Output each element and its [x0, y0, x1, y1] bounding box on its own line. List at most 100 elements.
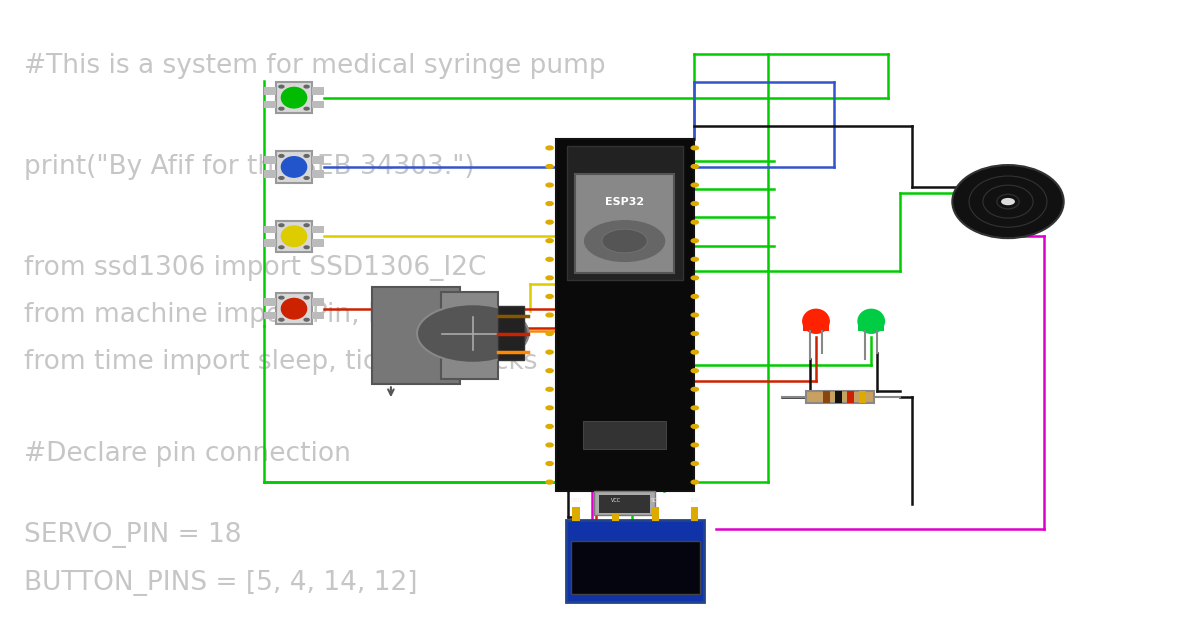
Bar [264, 312, 276, 319]
Circle shape [1001, 198, 1015, 205]
Bar [835, 391, 842, 403]
Circle shape [691, 350, 698, 354]
Circle shape [278, 246, 284, 249]
Circle shape [546, 462, 553, 466]
Bar [859, 391, 866, 403]
Circle shape [304, 224, 310, 227]
Circle shape [546, 146, 553, 150]
Bar [858, 321, 884, 331]
Bar [691, 507, 698, 521]
Circle shape [546, 369, 553, 372]
Text: from time import sleep, ticks_ms, ticks: from time import sleep, ticks_ms, ticks [24, 349, 538, 375]
FancyBboxPatch shape [498, 306, 524, 360]
Circle shape [691, 258, 698, 261]
Circle shape [278, 176, 284, 180]
FancyBboxPatch shape [571, 541, 700, 594]
Bar [572, 507, 580, 521]
Ellipse shape [281, 299, 307, 319]
Text: print("By Afif for the BEB 34303."): print("By Afif for the BEB 34303.") [24, 154, 475, 180]
Text: BUTTON_PINS = [5, 4, 14, 12]: BUTTON_PINS = [5, 4, 14, 12] [24, 570, 418, 596]
Bar [847, 391, 854, 403]
Ellipse shape [858, 309, 884, 333]
FancyBboxPatch shape [276, 82, 312, 113]
Circle shape [546, 202, 553, 205]
Circle shape [546, 295, 553, 299]
Circle shape [691, 425, 698, 428]
Bar [312, 239, 324, 247]
FancyBboxPatch shape [276, 151, 312, 183]
Circle shape [691, 202, 698, 205]
Bar [806, 391, 874, 403]
Circle shape [304, 154, 310, 158]
Bar [264, 101, 276, 108]
FancyBboxPatch shape [594, 491, 655, 515]
FancyBboxPatch shape [599, 495, 650, 513]
Circle shape [691, 295, 698, 299]
Bar [264, 87, 276, 94]
Bar [312, 312, 324, 319]
Circle shape [546, 239, 553, 243]
Circle shape [304, 176, 310, 180]
Text: SERVO_PIN = 18: SERVO_PIN = 18 [24, 522, 241, 549]
Text: #This is a system for medical syringe pump: #This is a system for medical syringe pu… [24, 53, 606, 79]
Circle shape [583, 219, 666, 263]
Ellipse shape [281, 226, 307, 246]
Ellipse shape [803, 309, 829, 333]
FancyBboxPatch shape [583, 421, 666, 449]
Text: SCL: SCL [650, 498, 660, 503]
Circle shape [546, 425, 553, 428]
Circle shape [278, 318, 284, 321]
Circle shape [691, 369, 698, 372]
Circle shape [546, 331, 553, 335]
FancyBboxPatch shape [276, 293, 312, 324]
Bar [652, 507, 659, 521]
Ellipse shape [281, 157, 307, 177]
Circle shape [546, 387, 553, 391]
Text: GND: GND [570, 498, 582, 503]
Circle shape [278, 224, 284, 227]
Bar [312, 156, 324, 164]
Ellipse shape [953, 165, 1063, 238]
Ellipse shape [281, 88, 307, 108]
Bar [264, 239, 276, 247]
Bar [312, 226, 324, 233]
FancyBboxPatch shape [442, 292, 498, 379]
Circle shape [691, 239, 698, 243]
Circle shape [304, 85, 310, 88]
Text: ESP32: ESP32 [605, 197, 644, 207]
Circle shape [546, 276, 553, 280]
Circle shape [546, 443, 553, 447]
Circle shape [278, 296, 284, 299]
Bar [312, 170, 324, 178]
FancyBboxPatch shape [556, 139, 694, 491]
Bar [264, 226, 276, 233]
Bar [264, 298, 276, 306]
Circle shape [278, 85, 284, 88]
Circle shape [278, 154, 284, 158]
FancyBboxPatch shape [372, 287, 461, 384]
Bar [823, 391, 830, 403]
Circle shape [602, 229, 647, 253]
Circle shape [546, 406, 553, 410]
Circle shape [691, 406, 698, 410]
Circle shape [691, 276, 698, 280]
Circle shape [304, 107, 310, 110]
Circle shape [691, 146, 698, 150]
Bar [312, 298, 324, 306]
Circle shape [691, 220, 698, 224]
FancyBboxPatch shape [566, 520, 704, 602]
Circle shape [691, 443, 698, 447]
Text: VCC: VCC [611, 498, 620, 503]
FancyBboxPatch shape [575, 174, 674, 273]
Circle shape [304, 296, 310, 299]
Circle shape [691, 331, 698, 335]
Circle shape [691, 313, 698, 317]
Bar [803, 321, 829, 331]
Circle shape [546, 480, 553, 484]
Text: SDA: SDA [690, 498, 700, 503]
Circle shape [546, 313, 553, 317]
Circle shape [546, 350, 553, 354]
Circle shape [691, 462, 698, 466]
Circle shape [546, 183, 553, 187]
Circle shape [418, 304, 529, 363]
